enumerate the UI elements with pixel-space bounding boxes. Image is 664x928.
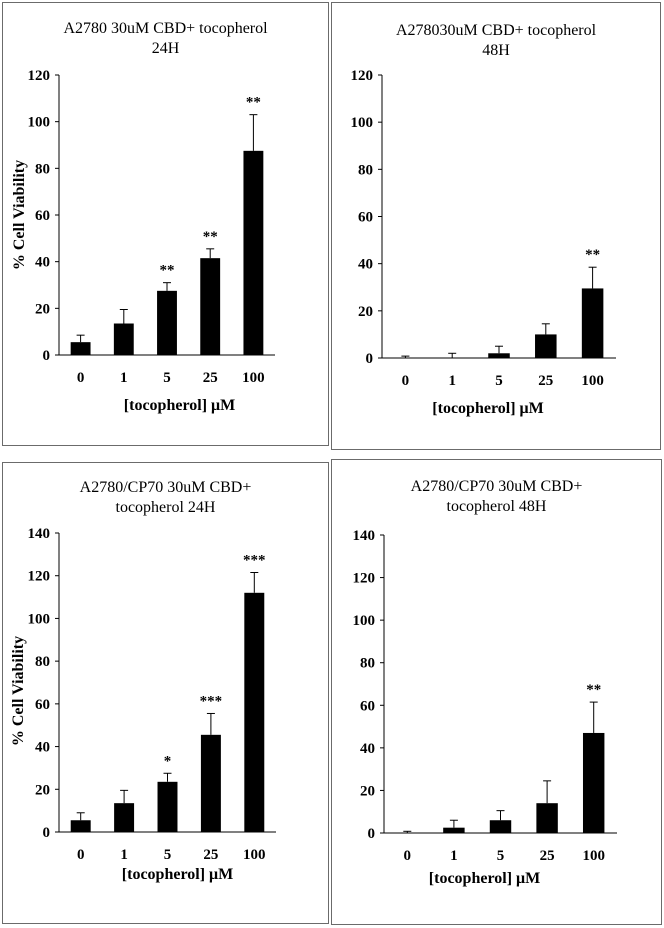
x-tick-label: 0 — [77, 847, 85, 863]
significance-label: *** — [200, 693, 223, 709]
bar — [536, 803, 558, 833]
x-tick-label: 25 — [203, 847, 218, 863]
y-tick-label: 120 — [28, 68, 51, 84]
x-tick-label: 5 — [163, 370, 171, 386]
x-axis-label: [tocopherol] μM — [121, 866, 234, 883]
y-tick-label: 120 — [28, 569, 51, 585]
y-tick-label: 60 — [35, 208, 50, 224]
y-tick-label: 0 — [43, 825, 51, 841]
bar — [157, 290, 177, 355]
bar-chart-a2780-48h: 0 20 40 60 80 100 120 0 1 5 25 100 ** — [351, 68, 616, 389]
y-tick-label: 40 — [360, 741, 375, 757]
y-tick-label: 100 — [28, 115, 51, 131]
bar — [70, 342, 91, 355]
bar-chart-cp70-24h: 0 20 40 60 80 100 120 140 0 1 5 * 25 *** 100 *** — [28, 526, 276, 863]
x-tick-label: 100 — [243, 847, 266, 863]
x-axis-label: [tocopherol] μM — [428, 870, 541, 887]
x-tick-label: 1 — [450, 848, 458, 864]
x-tick-label: 0 — [404, 848, 412, 864]
y-tick-label: 120 — [351, 68, 374, 84]
x-tick-label: 25 — [540, 848, 555, 864]
chart-title: A2780/CP70 30uM CBD+ tocopherol 48H — [410, 478, 583, 515]
y-tick-label: 20 — [35, 301, 50, 317]
chart-title: A278030uM CBD+ tocopherol 48H — [395, 22, 597, 59]
y-tick-label: 140 — [28, 526, 51, 542]
y-tick-label: 80 — [35, 654, 50, 670]
y-tick-label: 20 — [360, 783, 375, 799]
bar-chart-cp70-48h: 0 20 40 60 80 100 120 140 0 1 5 25 100 ** — [353, 528, 617, 864]
x-tick-label: 25 — [538, 373, 553, 389]
x-tick-label: 5 — [164, 847, 172, 863]
x-tick-label: 1 — [120, 847, 128, 863]
chart-title: A2780 30uM CBD+ tocopherol 24H — [63, 20, 268, 57]
significance-label: ** — [203, 229, 218, 245]
y-tick-label: 40 — [358, 257, 373, 273]
y-tick-label: 40 — [35, 740, 50, 756]
x-axis-label: [tocopherol] μM — [123, 397, 236, 414]
x-tick-label: 100 — [582, 848, 605, 864]
y-tick-label: 20 — [358, 304, 373, 320]
chart-panel-cp70-24h: A2780/CP70 30uM CBD+ tocopherol 24H % Ce… — [2, 462, 329, 924]
significance-label: ** — [586, 682, 601, 698]
y-tick-label: 60 — [35, 697, 50, 713]
significance-label: ** — [585, 247, 600, 263]
y-tick-label: 80 — [360, 656, 375, 672]
y-tick-label: 0 — [43, 348, 51, 364]
bar — [582, 732, 605, 833]
bar — [243, 150, 264, 355]
x-tick-label: 1 — [120, 370, 128, 386]
bar — [114, 803, 135, 832]
x-tick-label: 100 — [242, 370, 265, 386]
chart-title: A2780/CP70 30uM CBD+ tocopherol 24H — [79, 479, 252, 516]
y-tick-label: 100 — [28, 611, 51, 627]
significance-label: ** — [246, 95, 261, 111]
bar — [244, 592, 265, 832]
bar — [443, 827, 465, 833]
x-tick-label: 5 — [495, 373, 503, 389]
y-tick-label: 100 — [351, 115, 374, 131]
bar — [157, 781, 178, 832]
y-tick-label: 60 — [360, 698, 375, 714]
chart-panel-a2780-24h: A2780 30uM CBD+ tocopherol 24H % Cell Vi… — [2, 2, 329, 446]
x-tick-label: 0 — [77, 370, 85, 386]
x-tick-label: 100 — [581, 373, 604, 389]
bar — [70, 820, 91, 832]
bar — [581, 288, 604, 358]
y-tick-label: 140 — [353, 528, 376, 544]
y-tick-label: 20 — [35, 782, 50, 798]
bar — [488, 353, 510, 358]
y-tick-label: 60 — [358, 210, 373, 226]
bar-chart-a2780-24h: 0 20 40 60 80 100 120 0 1 5 ** 25 ** 100 ** — [28, 68, 275, 386]
x-axis-label: [tocopherol] μM — [432, 400, 544, 417]
bar — [489, 820, 512, 833]
y-tick-label: 0 — [368, 826, 376, 842]
bar — [200, 734, 221, 832]
bar — [200, 258, 221, 355]
significance-label: ** — [160, 263, 175, 279]
y-tick-label: 40 — [35, 255, 50, 271]
chart-panel-a2780-48h: A278030uM CBD+ tocopherol 48H 0 20 40 60 80 1… — [331, 2, 661, 450]
bar — [113, 323, 134, 355]
significance-label: *** — [243, 553, 266, 569]
y-tick-label: 100 — [353, 613, 376, 629]
chart-panel-cp70-48h: A2780/CP70 30uM CBD+ tocopherol 48H 0 20 4… — [331, 459, 662, 925]
x-tick-label: 1 — [448, 373, 456, 389]
y-tick-label: 0 — [366, 351, 374, 367]
bar — [535, 334, 557, 358]
significance-label: * — [164, 753, 172, 769]
y-tick-label: 120 — [353, 571, 376, 587]
x-tick-label: 5 — [497, 848, 505, 864]
y-tick-label: 80 — [35, 161, 50, 177]
x-tick-label: 0 — [402, 373, 410, 389]
x-tick-label: 25 — [203, 370, 218, 386]
y-tick-label: 80 — [358, 162, 373, 178]
